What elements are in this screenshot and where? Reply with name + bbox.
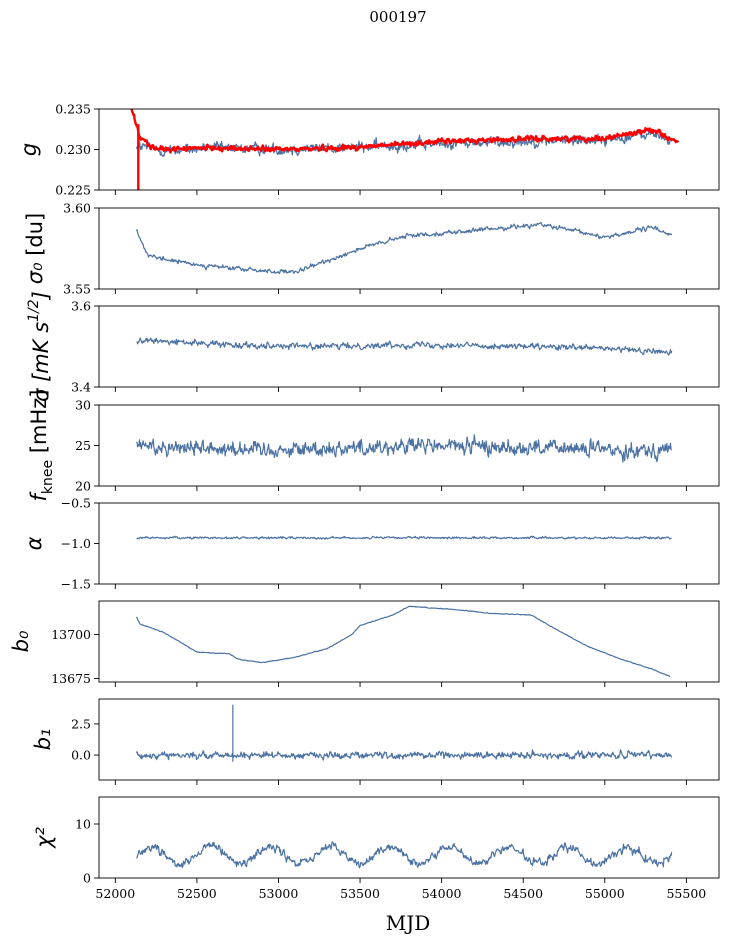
series-line-sigma0-0 <box>135 221 673 275</box>
x-tick-label-6: 55000 <box>585 886 625 901</box>
plot-area-alpha <box>136 535 672 540</box>
y-tick-label-g-2: 0.235 <box>55 102 91 117</box>
panel-fknee: 20 25 30 fknee [mHz] <box>27 390 720 502</box>
panel-sigma0: 3.55 3.60 σ₀ [du] <box>23 201 720 297</box>
x-tick-label-1: 52500 <box>177 886 217 901</box>
y-tick-label-g-1: 0.230 <box>55 142 91 157</box>
series-line-b1-0 <box>135 704 673 762</box>
y-axis-label-g: g <box>17 143 41 156</box>
series-line-alpha-0 <box>136 535 672 540</box>
panel-b1: 0.0 2.5 b₁ <box>31 698 720 785</box>
x-tick-label-0: 52000 <box>95 886 135 901</box>
axes-frame-sigma0 <box>98 207 720 290</box>
x-tick-label-7: 55500 <box>666 886 706 901</box>
y-tick-label-fknee-1: 25 <box>75 438 91 453</box>
x-tick-label-4: 54000 <box>422 886 462 901</box>
y-tick-label-sigma-0: 3.4 <box>71 380 91 395</box>
y-tick-label-sigma-1: 3.6 <box>71 299 91 314</box>
plot-area-g <box>130 109 680 190</box>
y-tick-label-b0-0: 13675 <box>51 671 91 686</box>
plot-area-b0 <box>135 605 671 678</box>
y-axis-label-sigma: σ [mK s1/2] <box>26 291 53 402</box>
x-tick-label-2: 53000 <box>259 886 299 901</box>
y-tick-label-alpha-2: −0.5 <box>61 496 91 511</box>
y-axis-label-alpha: α <box>22 536 46 550</box>
series-line-fknee-0 <box>136 434 672 463</box>
x-tick-label-5: 54500 <box>503 886 543 901</box>
y-axis-label-b0: b₀ <box>9 630 33 652</box>
plot-area-sigma <box>136 337 673 356</box>
y-tick-label-sigma0-1: 3.60 <box>63 201 91 216</box>
y-tick-label-sigma0-0: 3.55 <box>63 282 91 297</box>
y-tick-label-fknee-0: 20 <box>75 479 91 494</box>
panel-alpha: −1.5 −1.0 −0.5 α <box>22 496 720 592</box>
figure-title: 000197 <box>369 8 426 26</box>
y-tick-label-b1-1: 2.5 <box>71 716 91 731</box>
y-tick-label-alpha-0: −1.5 <box>61 577 91 592</box>
panel-sigma: 3.4 3.6 σ [mK s1/2] <box>26 291 720 402</box>
y-tick-label-g-0: 0.225 <box>55 183 91 198</box>
series-line-g-1 <box>130 109 680 190</box>
plot-area-sigma0 <box>135 221 673 275</box>
axes-frame-chi2 <box>98 796 720 879</box>
y-tick-label-chi2-0: 0 <box>83 871 91 886</box>
plot-area-fknee <box>136 434 672 463</box>
axes-frame-alpha <box>98 502 720 585</box>
plot-area-b1 <box>135 704 673 762</box>
y-tick-label-chi2-1: 10 <box>75 817 91 832</box>
x-tick-label-3: 53500 <box>340 886 380 901</box>
panel-g: 0.225 0.230 0.235 g <box>17 102 720 198</box>
panels-group: 0.225 0.230 0.235 g 3.55 3.60 σ₀ [du] 3.4 3.6 σ [… <box>9 102 720 901</box>
panel-b0: 13675 13700 b₀ <box>9 600 720 687</box>
y-axis-label-fknee: fknee [mHz] <box>27 390 56 502</box>
plot-area-chi2 <box>136 841 673 869</box>
y-tick-label-fknee-2: 30 <box>75 398 91 413</box>
axes-frame-b0 <box>98 600 720 683</box>
series-line-chi2-0 <box>136 841 673 869</box>
y-axis-label-sigma0: σ₀ [du] <box>23 213 47 284</box>
series-line-sigma-0 <box>136 337 673 356</box>
y-tick-label-b1-0: 0.0 <box>71 748 91 763</box>
y-axis-label-b1: b₁ <box>31 729 55 751</box>
series-line-b0-0 <box>135 605 671 678</box>
y-tick-label-b0-1: 13700 <box>51 627 91 642</box>
y-tick-label-alpha-1: −1.0 <box>61 536 91 551</box>
axes-frame-b1 <box>98 698 720 781</box>
x-axis-label: MJD <box>386 911 431 935</box>
panel-chi2: 0 10 52000 52500 53000 53500 54000 54500 55000 55… <box>32 796 720 901</box>
y-axis-label-chi2: χ² <box>32 827 56 849</box>
axes-frame-sigma <box>98 305 720 388</box>
